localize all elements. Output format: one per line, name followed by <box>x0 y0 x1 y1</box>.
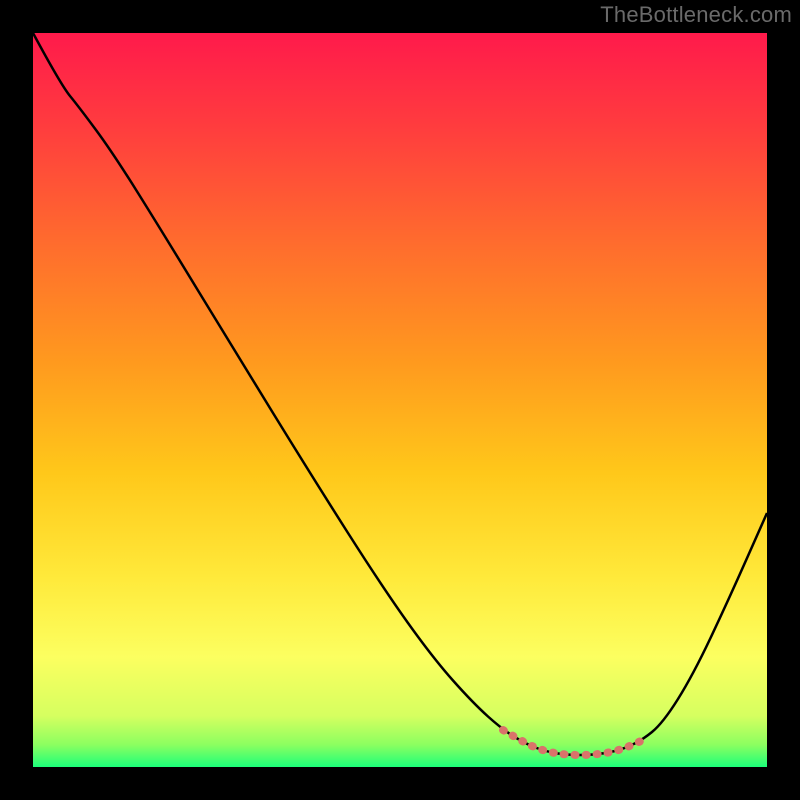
chart-frame: TheBottleneck.com <box>0 0 800 800</box>
watermark-text: TheBottleneck.com <box>600 2 792 28</box>
gradient-plot-area <box>33 33 767 767</box>
